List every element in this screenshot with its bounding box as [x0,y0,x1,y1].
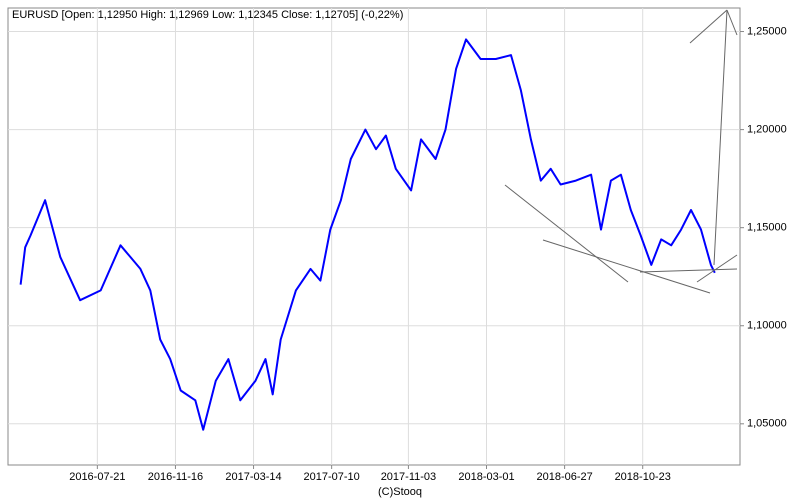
x-tick-label: 2017-07-10 [304,471,360,483]
y-tick-label: 1,20000 [747,124,787,136]
footer: (C)Stooq [378,486,422,498]
x-tick-label: 2017-11-03 [381,471,436,483]
price-line [19,38,716,431]
trend-line [542,239,711,294]
x-tick-label: 2017-03-14 [225,471,281,483]
y-tick-label: 1,05000 [747,418,787,430]
grid [8,8,740,465]
plot-frame [7,7,741,466]
x-tick-label: 2016-11-16 [148,471,203,483]
x-tick-label: 2018-10-23 [615,471,671,483]
y-tick-label: 1,25000 [747,25,787,37]
y-tick-label: 1,10000 [747,320,787,332]
trend-line [689,9,728,44]
trend-line [639,268,738,273]
y-tick-label: 1,15000 [747,222,787,234]
x-tick-label: 2016-07-21 [69,471,125,483]
x-tick-label: 2018-06-27 [536,471,592,483]
trend-lines [504,9,738,294]
trend-line [504,184,629,283]
x-tick-label: 2018-03-01 [458,471,514,483]
marks [19,38,716,431]
trend-line [696,254,738,283]
chart-title: EURUSD [Open: 1,12950 High: 1,12969 Low:… [12,9,403,21]
